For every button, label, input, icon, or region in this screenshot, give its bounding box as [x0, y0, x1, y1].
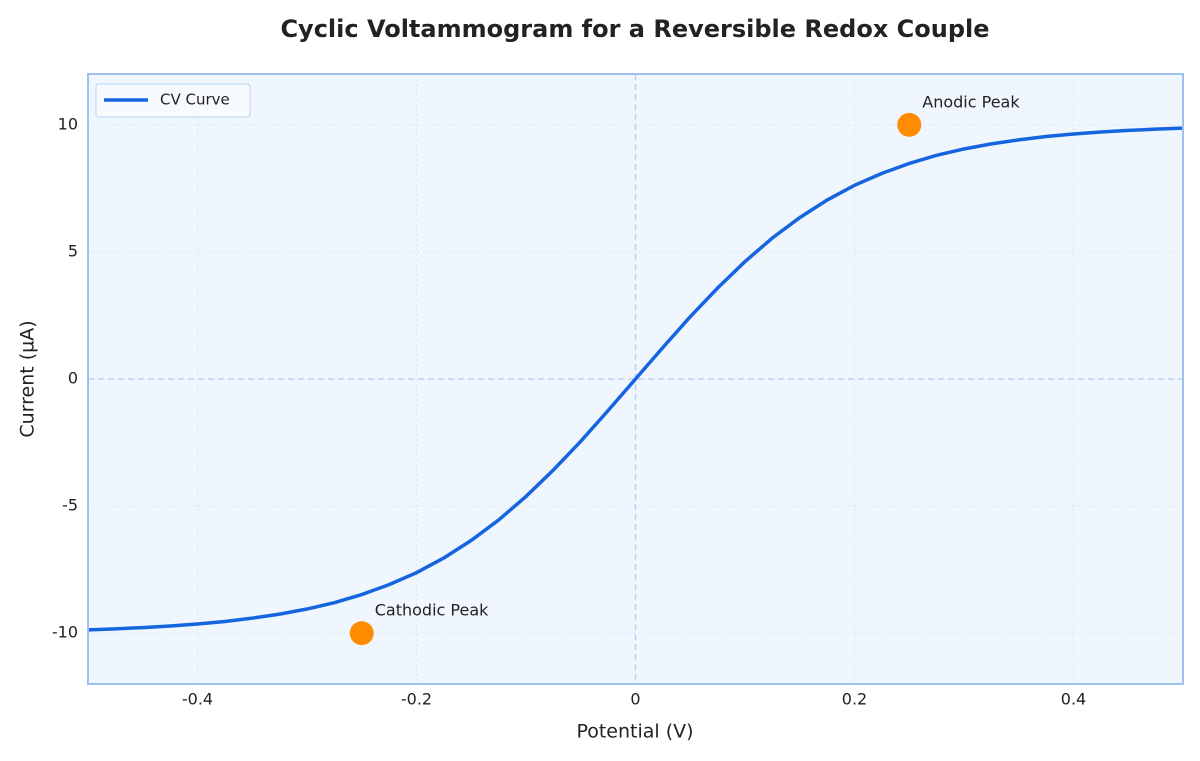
x-tick-label: 0.4: [1061, 690, 1086, 709]
annotation: Cathodic Peak: [375, 601, 489, 620]
plot-frame: [87, 73, 1184, 685]
y-tick-label: 5: [68, 241, 78, 260]
x-tick-label: -0.2: [401, 690, 432, 709]
y-axis-label: Current (µA): [17, 320, 39, 437]
legend-box: [95, 83, 251, 118]
legend-label: CV Curve: [160, 91, 230, 109]
y-tick-label: 10: [58, 114, 78, 133]
y-tick-label: -5: [62, 496, 78, 515]
y-tick-label: 0: [68, 369, 78, 388]
peak-point: [349, 621, 374, 646]
y-tick-label: -10: [52, 623, 78, 642]
x-tick-label: 0: [630, 690, 640, 709]
line-series: [87, 126, 1184, 632]
chart-title: Cyclic Voltammogram for a Reversible Red…: [280, 15, 989, 43]
peak-point: [897, 112, 922, 137]
x-tick-label: -0.4: [182, 690, 213, 709]
x-axis-label: Potential (V): [576, 721, 693, 743]
annotation: Anodic Peak: [922, 92, 1020, 111]
x-tick-label: 0.2: [842, 690, 867, 709]
